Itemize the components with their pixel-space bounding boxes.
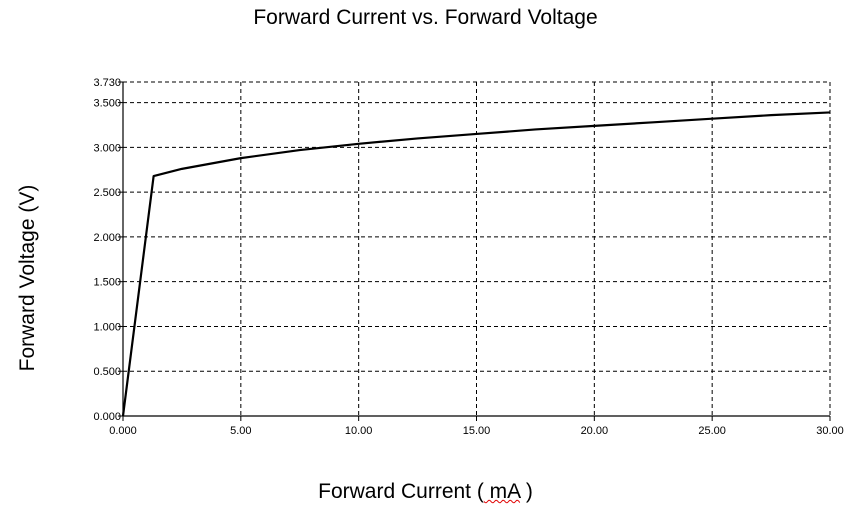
y-tick-label: 3.730 bbox=[93, 77, 121, 89]
chart-title: Forward Current vs. Forward Voltage bbox=[253, 6, 598, 29]
x-tick-label: 0.000 bbox=[109, 425, 137, 437]
x-tick-label: 15.00 bbox=[463, 425, 491, 437]
y-tick-label: 3.000 bbox=[93, 142, 121, 154]
y-tick-label: 1.000 bbox=[93, 321, 121, 333]
series-layer bbox=[121, 111, 831, 417]
y-tick-label: 3.500 bbox=[93, 98, 121, 110]
x-axis-title-suffix: ) bbox=[520, 480, 533, 503]
x-tick-label: 5.00 bbox=[230, 425, 251, 437]
x-axis-title-unit: mA bbox=[483, 480, 521, 503]
y-tick-label: 2.000 bbox=[93, 232, 121, 244]
grid-lines bbox=[123, 81, 831, 417]
x-axis-title-prefix: Forward Current ( bbox=[318, 480, 484, 503]
y-tick-label: 2.500 bbox=[93, 187, 121, 199]
y-tick-label: 0.000 bbox=[93, 411, 121, 423]
x-tick-label: 25.00 bbox=[698, 425, 726, 437]
x-tick-label: 20.00 bbox=[581, 425, 609, 437]
y-tick-label: 1.500 bbox=[93, 277, 121, 289]
tick-marks: 0.000 5.00 10.00 15.00 20.00 25.00 30.00 0.000 0… bbox=[93, 77, 843, 437]
x-tick-label: 10.00 bbox=[345, 425, 373, 437]
series-line bbox=[121, 111, 831, 417]
x-tick-label: 30.00 bbox=[816, 425, 844, 437]
x-axis-title: Forward Current ( mA ) bbox=[0, 480, 851, 504]
y-tick-label: 0.500 bbox=[93, 366, 121, 378]
